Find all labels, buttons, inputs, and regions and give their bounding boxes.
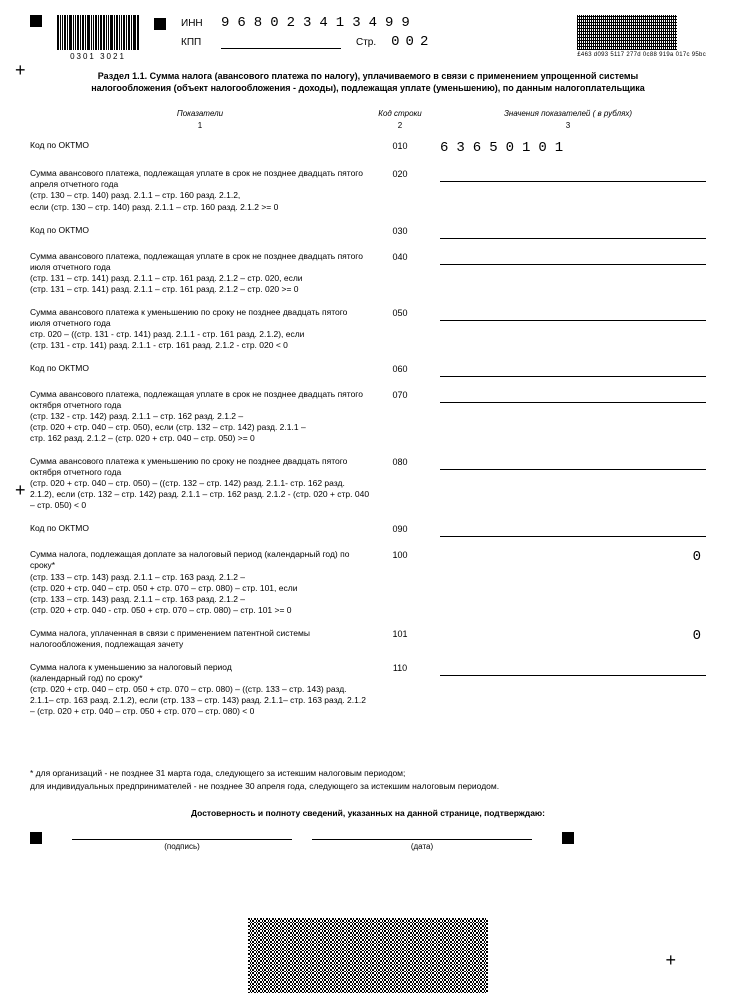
row-code: 110 [370, 662, 430, 673]
kpp-label: КПП [181, 37, 211, 48]
row-code: 100 [370, 549, 430, 560]
bottom-barcode [248, 918, 488, 993]
row-value: 0 [430, 628, 706, 644]
col-num-3: 3 [430, 121, 706, 130]
row-value [430, 456, 706, 470]
row-label: Код по ОКТМО [30, 140, 370, 151]
col-header-1: Показатели [30, 109, 370, 118]
page: 0301 3021 ИНН 968023413499 КПП Стр. 002 … [0, 0, 736, 881]
row-value [430, 307, 706, 321]
form-row: Код по ОКТМО090 [30, 523, 706, 537]
barcode-2d: £463 d093 5117 277d 0c88 919a 017c 95bc [577, 15, 706, 58]
form-row: Сумма налога к уменьшению за налоговый п… [30, 662, 706, 717]
form-row: Сумма авансового платежа к уменьшению по… [30, 456, 706, 511]
header-square [154, 18, 166, 30]
row-code: 060 [370, 363, 430, 374]
form-row: Сумма авансового платежа к уменьшению по… [30, 307, 706, 351]
inn-value: 968023413499 [221, 15, 418, 31]
row-code: 030 [370, 225, 430, 236]
form-row: Сумма налога, уплаченная в связи с приме… [30, 628, 706, 650]
str-label: Стр. [356, 37, 376, 48]
signature-line [72, 826, 292, 840]
row-label: Сумма налога к уменьшению за налоговый п… [30, 662, 370, 717]
crossmark-br: + [665, 950, 676, 971]
row-code: 070 [370, 389, 430, 400]
section-title: Раздел 1.1. Сумма налога (авансового пла… [70, 71, 666, 94]
date-label: (дата) [312, 842, 532, 851]
sig-square-left [30, 832, 42, 844]
rows-container: Код по ОКТМО01063650101Сумма авансового … [30, 140, 706, 717]
str-value: 002 [391, 34, 434, 50]
corner-square-tl [30, 15, 42, 27]
form-row: Сумма авансового платежа, подлежащая упл… [30, 168, 706, 212]
row-value: 0 [430, 549, 706, 565]
row-code: 090 [370, 523, 430, 534]
row-value [430, 363, 706, 377]
row-label: Код по ОКТМО [30, 363, 370, 374]
row-label: Сумма налога, уплаченная в связи с приме… [30, 628, 370, 650]
inn-label: ИНН [181, 18, 211, 29]
form-row: Код по ОКТМО01063650101 [30, 140, 706, 156]
barcode-sub: 0301 3021 [70, 52, 126, 61]
row-value [430, 389, 706, 403]
column-numbers: 1 2 3 [30, 121, 706, 130]
barcode-left: 0301 3021 [57, 15, 139, 61]
confirm-text: Достоверность и полноту сведений, указан… [30, 808, 706, 818]
row-code: 080 [370, 456, 430, 467]
row-value [430, 225, 706, 239]
crossmark-tl: + [15, 60, 26, 81]
signature-row: (подпись) (дата) [30, 826, 706, 851]
form-row: Код по ОКТМО030 [30, 225, 706, 239]
form-row: Сумма авансового платежа, подлежащая упл… [30, 251, 706, 295]
row-label: Сумма авансового платежа к уменьшению по… [30, 456, 370, 511]
barcode-2d-img [577, 15, 677, 50]
date-line [312, 826, 532, 840]
kpp-line [221, 35, 341, 49]
row-label: Сумма авансового платежа, подлежащая упл… [30, 251, 370, 295]
form-row: Сумма налога, подлежащая доплате за нало… [30, 549, 706, 615]
col-num-1: 1 [30, 121, 370, 130]
footnote: * для организаций - не позднее 31 марта … [30, 767, 706, 793]
row-value [430, 662, 706, 676]
row-code: 010 [370, 140, 430, 151]
barcode-1d [57, 15, 139, 50]
row-code: 050 [370, 307, 430, 318]
form-row: Код по ОКТМО060 [30, 363, 706, 377]
barcode-2d-sub: £463 d093 5117 277d 0c88 919a 017c 95bc [577, 52, 706, 58]
crossmark-ml: + [15, 480, 26, 501]
row-value [430, 251, 706, 265]
row-label: Код по ОКТМО [30, 523, 370, 534]
row-code: 040 [370, 251, 430, 262]
row-code: 101 [370, 628, 430, 639]
row-label: Сумма налога, подлежащая доплате за нало… [30, 549, 370, 615]
row-label: Код по ОКТМО [30, 225, 370, 236]
form-row: Сумма авансового платежа, подлежащая упл… [30, 389, 706, 444]
col-num-2: 2 [370, 121, 430, 130]
id-block: ИНН 968023413499 КПП Стр. 002 [181, 15, 434, 50]
col-header-3: Значения показателей ( в рублях) [430, 109, 706, 118]
col-header-2: Код строки [370, 109, 430, 118]
row-label: Сумма авансового платежа, подлежащая упл… [30, 168, 370, 212]
row-label: Сумма авансового платежа, подлежащая упл… [30, 389, 370, 444]
sig-square-right [562, 832, 574, 844]
signature-label: (подпись) [72, 842, 292, 851]
column-headers: Показатели Код строки Значения показател… [30, 109, 706, 118]
row-value [430, 523, 706, 537]
row-value [430, 168, 706, 182]
row-value: 63650101 [430, 140, 706, 156]
row-label: Сумма авансового платежа к уменьшению по… [30, 307, 370, 351]
row-code: 020 [370, 168, 430, 179]
